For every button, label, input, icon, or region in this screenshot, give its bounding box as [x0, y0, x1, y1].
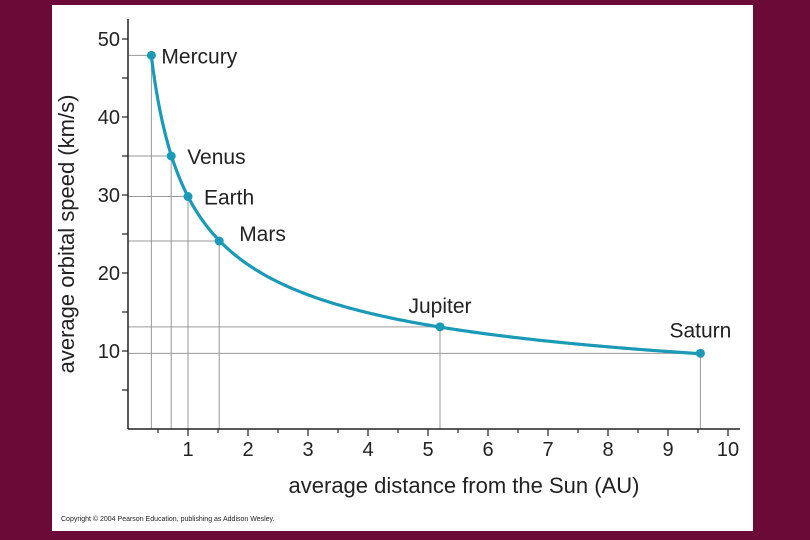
data-label-venus: Venus	[187, 146, 245, 169]
x-tick-label-5: 5	[422, 439, 433, 461]
x-tick-label-7: 7	[542, 439, 553, 461]
data-point-earth	[183, 192, 193, 202]
x-axis-label: average distance from the Sun (AU)	[289, 473, 640, 498]
x-tick-label-4: 4	[362, 439, 373, 461]
data-point-venus	[166, 151, 176, 161]
y-tick-label-30: 30	[98, 185, 120, 207]
y-tick-label-10: 10	[98, 341, 120, 363]
y-tick-label-40: 40	[98, 107, 120, 129]
y-axis-label: average orbital speed (km/s)	[54, 95, 79, 374]
data-label-jupiter: Jupiter	[408, 295, 471, 318]
figure-panel: 10 20 30 40 50 1 2 3 4 5 6 7 8 9 10 average distance fr…	[52, 5, 753, 531]
data-label-mercury: Mercury	[161, 45, 237, 68]
x-tick-label-8: 8	[602, 439, 613, 461]
x-tick-label-3: 3	[302, 439, 313, 461]
y-tick-label-20: 20	[98, 263, 120, 285]
x-tick-label-9: 9	[662, 439, 673, 461]
x-tick-label-1: 1	[182, 439, 193, 461]
data-label-saturn: Saturn	[669, 319, 731, 342]
orbital-speed-chart: 10 20 30 40 50 1 2 3 4 5 6 7 8 9 10 average distance fr…	[54, 19, 740, 498]
data-point-mercury	[146, 50, 156, 60]
x-tick-label-6: 6	[482, 439, 493, 461]
y-tick-label-50: 50	[98, 29, 120, 51]
orbital-speed-curve	[149, 56, 701, 356]
data-point-mars	[214, 236, 224, 246]
data-point-jupiter	[435, 322, 445, 332]
data-label-mars: Mars	[239, 223, 286, 246]
data-label-earth: Earth	[204, 187, 254, 210]
copyright-notice: Copyright © 2004 Pearson Education, publ…	[61, 516, 275, 523]
data-point-saturn	[695, 348, 705, 358]
x-tick-label-2: 2	[242, 439, 253, 461]
x-tick-label-10: 10	[717, 439, 739, 461]
